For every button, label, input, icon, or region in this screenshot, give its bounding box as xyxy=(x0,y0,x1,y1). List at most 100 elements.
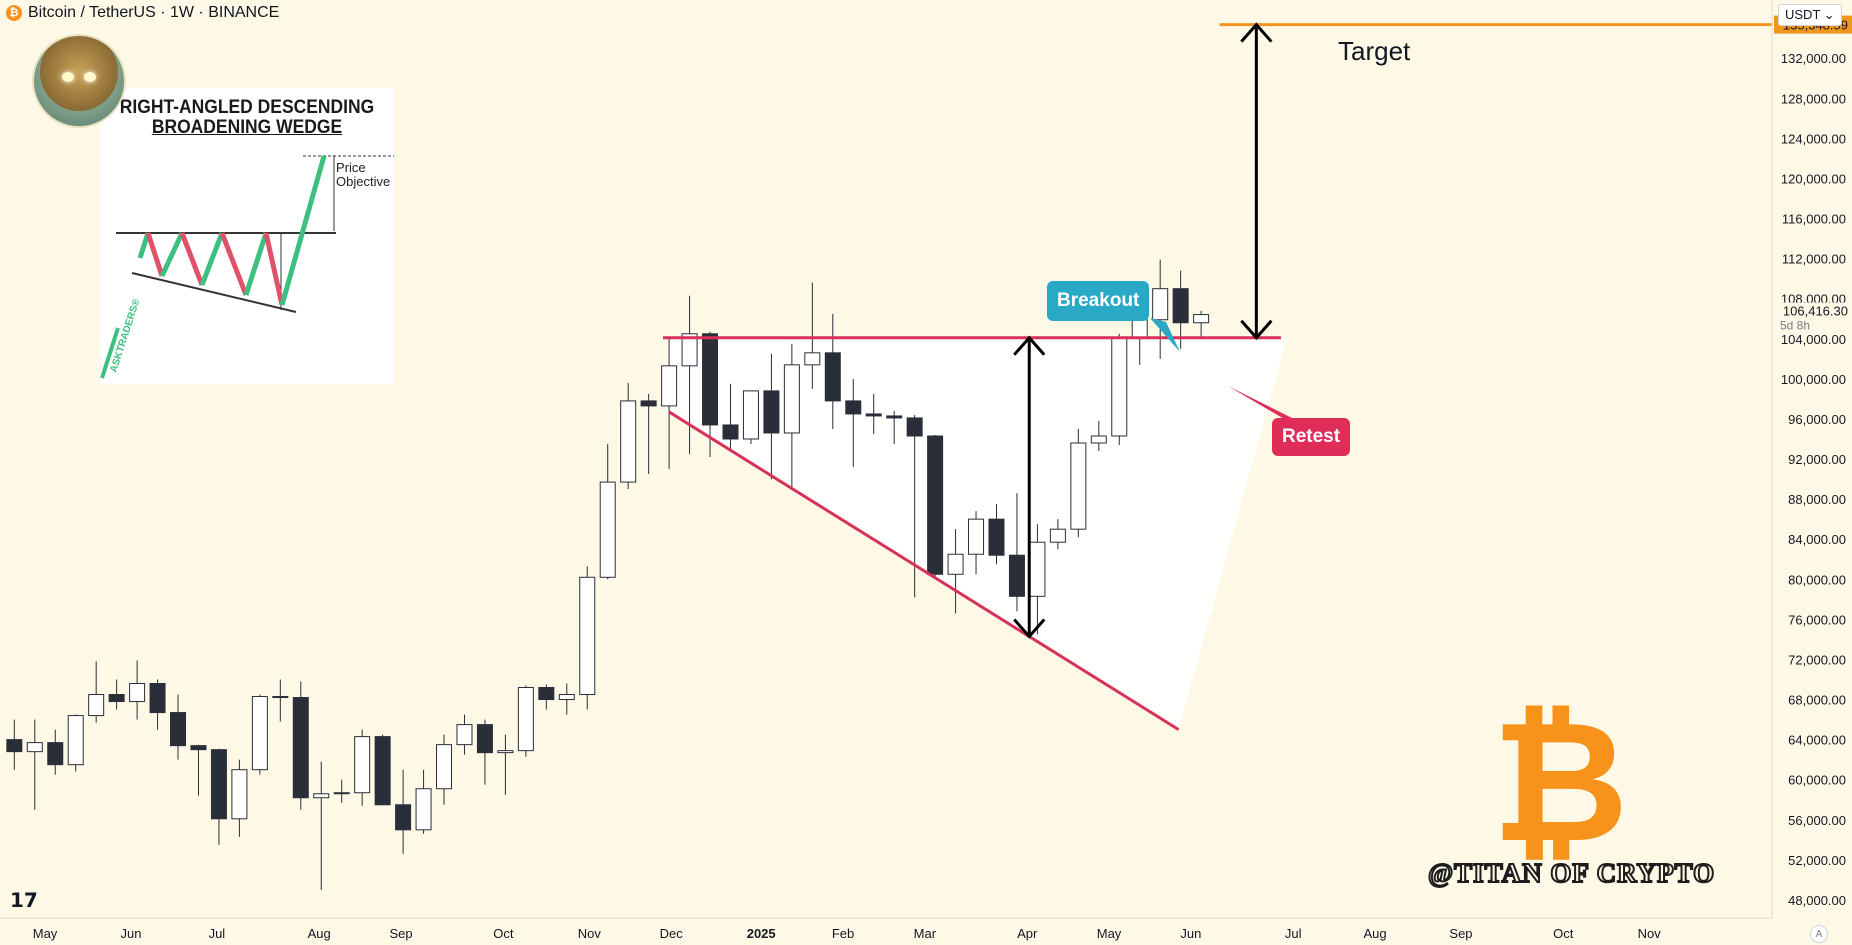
candle[interactable] xyxy=(374,734,391,806)
candle[interactable] xyxy=(67,714,84,772)
breakout-label[interactable]: Breakout xyxy=(1047,281,1150,321)
candle[interactable] xyxy=(436,734,453,805)
inset-up-leg xyxy=(199,232,225,286)
candle[interactable] xyxy=(415,769,432,834)
candle[interactable] xyxy=(783,343,800,488)
candle-body xyxy=(517,687,534,752)
candle[interactable] xyxy=(313,761,330,890)
candle[interactable] xyxy=(927,434,944,580)
pattern-height-arrow[interactable] xyxy=(1013,335,1046,639)
candle-body xyxy=(231,769,248,820)
candle-body xyxy=(1070,442,1087,530)
inset-up-leg xyxy=(137,232,151,259)
time-tick-label: Jul xyxy=(1285,926,1302,941)
candle[interactable] xyxy=(292,681,309,810)
inset-title-line1: RIGHT-ANGLED DESCENDING xyxy=(119,97,375,118)
auto-scale-toggle[interactable]: A xyxy=(1810,925,1828,943)
candle[interactable] xyxy=(47,729,64,775)
candle[interactable] xyxy=(558,683,575,715)
candle[interactable] xyxy=(1090,420,1107,452)
price-tick-label: 56,000.00 xyxy=(1788,813,1846,828)
candle[interactable] xyxy=(497,734,514,795)
candle[interactable] xyxy=(149,679,166,730)
candle[interactable] xyxy=(476,719,493,785)
target-label[interactable]: Target xyxy=(1338,36,1411,66)
candle[interactable] xyxy=(702,331,719,458)
candle[interactable] xyxy=(231,759,248,837)
candle[interactable] xyxy=(190,744,207,796)
candle[interactable] xyxy=(456,714,473,755)
candle-body xyxy=(1172,288,1189,324)
candle-body xyxy=(210,749,227,820)
candle[interactable] xyxy=(947,529,964,614)
candle[interactable] xyxy=(251,694,268,775)
candle-body xyxy=(149,683,166,714)
target-projection-arrow[interactable] xyxy=(1240,22,1273,341)
candle[interactable] xyxy=(988,504,1005,565)
retest-label[interactable]: Retest xyxy=(1272,418,1351,456)
candle-body xyxy=(906,417,923,437)
candle[interactable] xyxy=(1172,270,1189,349)
candle[interactable] xyxy=(579,566,596,710)
currency-selector[interactable]: USDT ⌄ xyxy=(1778,4,1842,26)
tradingview-logo-icon[interactable]: 𝟭𝟳 xyxy=(10,890,38,912)
candle[interactable] xyxy=(108,679,125,710)
candle-body xyxy=(415,788,432,831)
candle[interactable] xyxy=(333,779,350,803)
candle[interactable] xyxy=(26,719,43,810)
candle[interactable] xyxy=(968,511,985,575)
candle[interactable] xyxy=(661,338,678,470)
candle[interactable] xyxy=(6,719,23,770)
candle[interactable] xyxy=(1193,310,1210,339)
price-tick-label: 100,000.00 xyxy=(1781,372,1846,387)
price-tick-label: 80,000.00 xyxy=(1788,572,1846,587)
candle[interactable] xyxy=(886,410,903,444)
candle[interactable] xyxy=(845,378,862,468)
candle[interactable] xyxy=(129,660,146,720)
candle[interactable] xyxy=(272,679,289,722)
candle[interactable] xyxy=(395,769,412,854)
candle[interactable] xyxy=(722,383,739,452)
candle[interactable] xyxy=(538,684,555,710)
price-tick-label: 120,000.00 xyxy=(1781,171,1846,186)
time-tick-label: Oct xyxy=(1553,926,1574,941)
price-axis-bg xyxy=(1772,0,1852,945)
candle[interactable] xyxy=(88,661,105,723)
candle[interactable] xyxy=(1070,428,1087,538)
candle[interactable] xyxy=(1152,259,1169,359)
candle[interactable] xyxy=(1049,519,1066,550)
candle[interactable] xyxy=(354,729,371,806)
candle[interactable] xyxy=(1131,316,1148,365)
symbol-header[interactable]: ₿ Bitcoin / TetherUS · 1W · BINANCE xyxy=(6,4,279,22)
time-tick-label: Dec xyxy=(660,926,684,941)
candle[interactable] xyxy=(620,382,637,490)
candle-body xyxy=(476,724,493,754)
candle[interactable] xyxy=(640,393,657,475)
candle[interactable] xyxy=(742,390,759,444)
candle[interactable] xyxy=(681,295,698,455)
candle[interactable] xyxy=(1029,524,1046,635)
inset-support-line xyxy=(131,272,297,313)
candle[interactable] xyxy=(804,282,821,389)
inset-trend-leg xyxy=(100,327,120,379)
candle-body xyxy=(558,694,575,701)
candle-body xyxy=(599,481,616,578)
time-tick-label: Apr xyxy=(1017,926,1038,941)
candle-body xyxy=(824,352,841,402)
candle[interactable] xyxy=(906,414,923,598)
candle[interactable] xyxy=(1008,493,1025,612)
candle[interactable] xyxy=(1111,333,1128,446)
candle[interactable] xyxy=(170,694,187,760)
candle[interactable] xyxy=(763,353,780,480)
candle[interactable] xyxy=(865,393,882,434)
candle-body xyxy=(783,364,800,434)
candle[interactable] xyxy=(824,313,841,429)
candle[interactable] xyxy=(517,685,534,757)
price-tick-label: 116,000.00 xyxy=(1782,212,1846,227)
support-line[interactable] xyxy=(668,410,1180,731)
candle[interactable] xyxy=(599,444,616,580)
candle-body xyxy=(886,415,903,419)
candle[interactable] xyxy=(210,748,227,845)
price-tick-label: 96,000.00 xyxy=(1788,412,1846,427)
